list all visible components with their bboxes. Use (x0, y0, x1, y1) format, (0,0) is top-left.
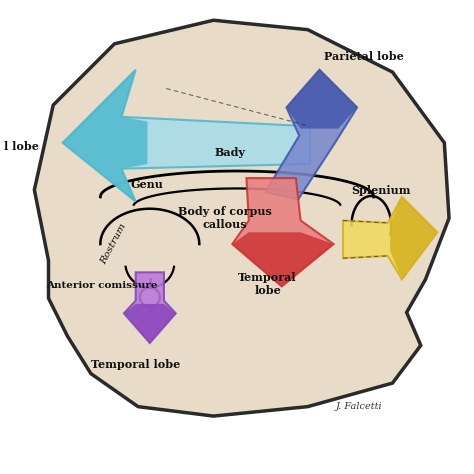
Polygon shape (390, 197, 438, 279)
Polygon shape (63, 70, 147, 201)
Text: l lobe: l lobe (4, 141, 38, 152)
Text: J. Falcetti: J. Falcetti (336, 402, 383, 411)
Text: Genu: Genu (131, 179, 164, 190)
Polygon shape (232, 178, 334, 286)
Polygon shape (63, 70, 310, 201)
Polygon shape (343, 197, 438, 279)
Text: Parietal lobe: Parietal lobe (324, 51, 404, 62)
Polygon shape (232, 232, 334, 286)
Polygon shape (124, 273, 176, 343)
Text: Anterior comissure: Anterior comissure (46, 281, 158, 290)
Text: Temporal
lobe: Temporal lobe (238, 273, 297, 296)
Polygon shape (124, 304, 176, 343)
Text: Bady: Bady (214, 147, 246, 158)
Polygon shape (35, 20, 449, 416)
Text: Splenium: Splenium (351, 185, 410, 196)
Polygon shape (265, 70, 357, 199)
Text: Body of corpus
callous: Body of corpus callous (178, 206, 272, 230)
Text: Temporal lobe: Temporal lobe (91, 359, 180, 370)
Polygon shape (286, 70, 357, 128)
Text: Rostrum: Rostrum (99, 222, 128, 266)
